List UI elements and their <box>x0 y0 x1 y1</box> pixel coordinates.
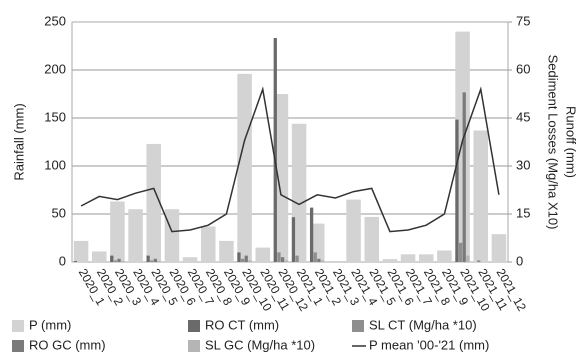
legend-swatch <box>188 320 200 332</box>
bar <box>462 92 466 263</box>
plot-frame <box>71 21 509 263</box>
bar <box>240 258 245 262</box>
bar <box>248 260 252 262</box>
bar <box>418 254 434 262</box>
y2-tick-label: 45 <box>516 109 530 124</box>
y2-tick-label: 15 <box>516 205 530 220</box>
bar <box>473 130 489 262</box>
bar <box>110 255 114 262</box>
legend-label: SL CT (Mg/ha *10) <box>369 317 477 332</box>
y2-axis-label: Sediment Losses (Mg/ha X10) <box>546 55 561 230</box>
bar <box>244 255 248 262</box>
y-axis-label: Rainfall (mm) <box>11 103 26 180</box>
bar <box>237 73 252 262</box>
bar <box>110 201 125 262</box>
bar <box>255 247 271 262</box>
legend-label: SL GC (Mg/ha *10) <box>205 337 315 352</box>
bar <box>280 257 285 262</box>
bar <box>273 94 289 262</box>
bar <box>153 258 158 262</box>
bar <box>237 252 241 262</box>
bar <box>113 260 118 262</box>
bar <box>364 216 380 262</box>
bar <box>317 258 321 262</box>
legend-label: RO CT (mm) <box>205 317 279 332</box>
bar <box>91 251 107 262</box>
bar <box>146 255 150 262</box>
y-tick-label: 50 <box>52 205 66 220</box>
bar <box>346 199 361 262</box>
bar <box>295 255 299 262</box>
bar <box>117 258 121 262</box>
bar <box>455 119 459 262</box>
legend-swatch <box>12 320 24 332</box>
y-tick-label: 150 <box>44 109 66 124</box>
bar <box>466 255 470 262</box>
bar <box>73 261 78 262</box>
bar <box>458 242 463 262</box>
bar <box>491 234 507 262</box>
legend-label: P mean '00-'21 (mm) <box>369 337 489 352</box>
y-tick-label: 250 <box>44 13 66 28</box>
y2-tick-label: 60 <box>516 61 530 76</box>
bar <box>121 261 125 262</box>
bar <box>164 209 180 262</box>
bar <box>128 209 143 262</box>
legend-label: RO GC (mm) <box>29 337 106 352</box>
bar <box>273 38 277 262</box>
bar <box>182 257 198 262</box>
legend-swatch <box>188 340 200 352</box>
bar <box>219 240 234 262</box>
bar <box>400 254 416 262</box>
bar <box>291 123 307 262</box>
bar <box>150 260 154 262</box>
y2-tick-label: 0 <box>516 253 523 268</box>
y2-tick-label: 30 <box>516 157 530 172</box>
legend-label: P (mm) <box>29 317 71 332</box>
bar <box>291 217 296 262</box>
bar <box>309 207 314 262</box>
y-tick-label: 100 <box>44 157 66 172</box>
legend-swatch <box>352 320 364 332</box>
bar <box>277 252 281 262</box>
y-tick-label: 200 <box>44 61 66 76</box>
bar <box>320 260 325 262</box>
bar <box>313 252 317 262</box>
bar <box>382 259 398 262</box>
line <box>80 86 500 233</box>
bar <box>73 240 89 262</box>
bar <box>157 261 161 262</box>
legend-swatch <box>12 340 24 352</box>
y2-tick-label: 75 <box>516 13 530 28</box>
y2-axis-label: Runoff (mm) <box>564 106 579 178</box>
bar <box>200 226 216 262</box>
y-tick-label: 0 <box>59 253 66 268</box>
bar <box>146 143 162 262</box>
bar <box>437 250 452 262</box>
bar <box>477 260 481 262</box>
bar <box>284 260 288 262</box>
